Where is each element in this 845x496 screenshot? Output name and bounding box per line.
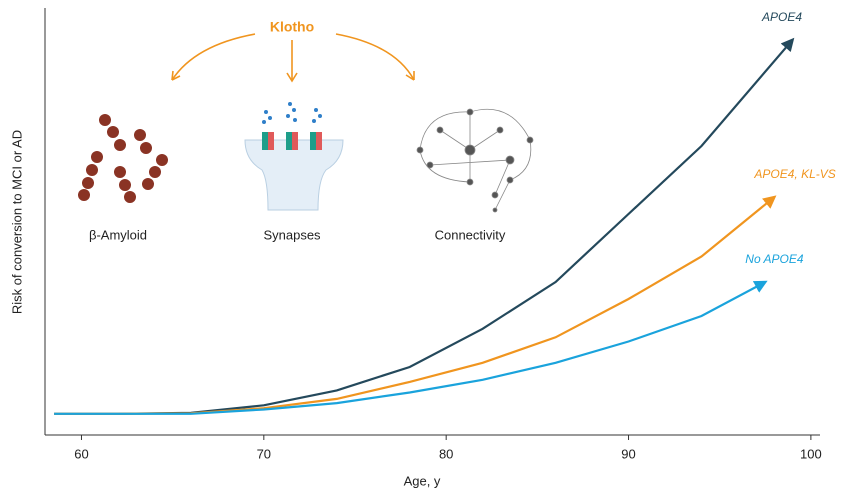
x-tick-label: 90 — [621, 446, 635, 461]
annotation-label: Connectivity — [435, 227, 506, 242]
synapse-icon — [245, 102, 343, 210]
chart: Age, y Risk of conversion to MCI or AD K… — [0, 0, 845, 496]
amyloid-icon — [78, 114, 168, 203]
series-label: APOE4 — [761, 10, 802, 24]
series-label: APOE4, KL-VS — [753, 167, 835, 181]
klotho-label: Klotho — [270, 19, 314, 35]
klotho-arrows — [172, 34, 414, 81]
y-axis-label: Risk of conversion to MCI or AD — [9, 130, 24, 314]
x-tick-label: 60 — [74, 446, 88, 461]
connectivity-icon — [417, 109, 533, 212]
series-label: No APOE4 — [745, 252, 804, 266]
series-line — [54, 40, 793, 414]
annotation-label: β-Amyloid — [89, 227, 147, 242]
x-tick-label: 70 — [257, 446, 271, 461]
x-axis-label: Age, y — [404, 473, 441, 488]
series-line — [54, 197, 774, 414]
series-line — [54, 282, 765, 414]
x-tick-label: 80 — [439, 446, 453, 461]
annotation-label: Synapses — [263, 227, 321, 242]
x-tick-label: 100 — [800, 446, 822, 461]
